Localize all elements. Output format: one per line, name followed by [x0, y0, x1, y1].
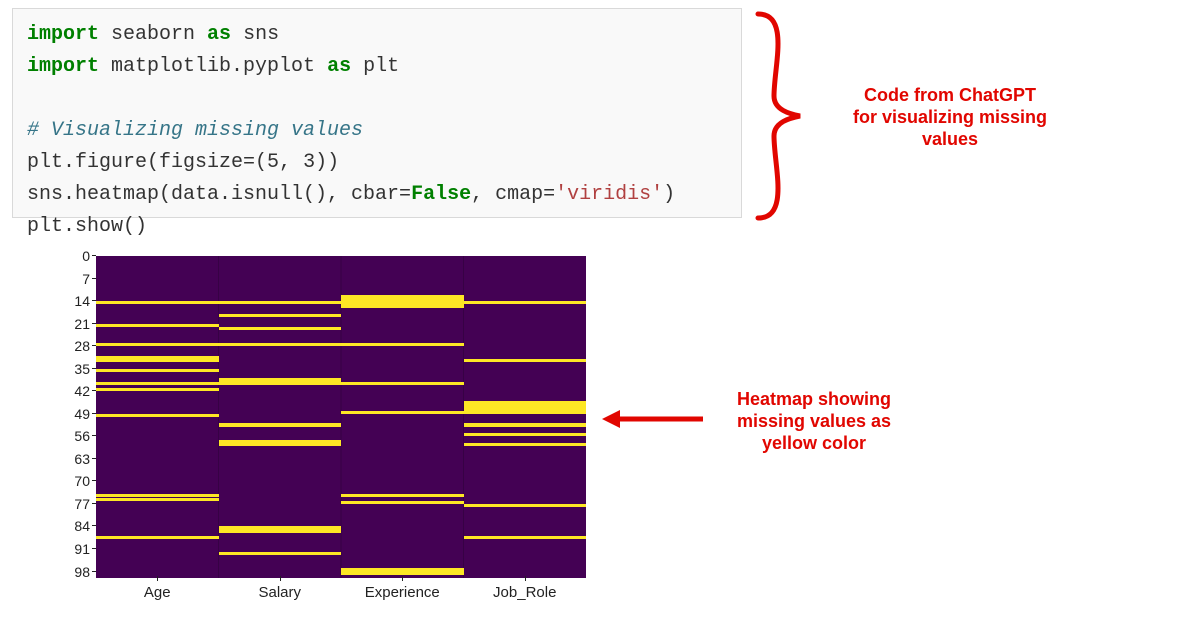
code-token: as [327, 55, 351, 78]
heatmap-missing-cell [96, 388, 219, 391]
heatmap-ytick: 63 [50, 452, 90, 466]
code-token: plt.show() [27, 215, 147, 238]
heatmap-plot-area [96, 256, 586, 578]
heatmap-missing-cell [96, 369, 219, 372]
heatmap-missing-cell [341, 301, 464, 307]
heatmap-missing-cell [96, 301, 219, 304]
heatmap-ytick: 56 [50, 429, 90, 443]
heatmap-missing-cell [96, 498, 219, 501]
heatmap-ytick: 28 [50, 339, 90, 353]
heatmap-missing-cell [219, 552, 342, 555]
heatmap-missing-cell [341, 572, 464, 575]
heatmap-missing-cell [464, 536, 587, 539]
code-token: import [27, 23, 99, 46]
heatmap-missing-cell [341, 494, 464, 497]
heatmap-missing-cell [219, 382, 342, 385]
heatmap-missing-cell [219, 314, 342, 317]
heatmap-missing-cell [96, 343, 219, 346]
heatmap-ytick: 14 [50, 294, 90, 308]
heatmap-missing-cell [464, 433, 587, 436]
code-token: ) [663, 183, 675, 206]
code-token: 3 [303, 151, 315, 174]
code-token: sns [231, 23, 279, 46]
heatmap-missing-cell [341, 411, 464, 414]
code-brace-icon [750, 6, 810, 231]
heatmap-missing-cell [96, 414, 219, 417]
heatmap-missing-cell [464, 504, 587, 507]
code-token: seaborn [99, 23, 207, 46]
code-token: plt [351, 55, 399, 78]
heatmap-ytick: 35 [50, 362, 90, 376]
heatmap-missing-cell [219, 423, 342, 426]
heatmap-annotation-text: Heatmap showingmissing values asyellow c… [714, 388, 914, 454]
heatmap-missing-cell [464, 301, 587, 304]
code-token: , cmap= [471, 183, 555, 206]
code-token: import [27, 55, 99, 78]
heatmap-missing-cell [219, 530, 342, 533]
heatmap-missing-cell [96, 359, 219, 362]
code-token: sns.heatmap(data.isnull(), cbar= [27, 183, 411, 206]
heatmap-arrow-icon [598, 404, 708, 439]
heatmap-missing-cell [341, 343, 464, 346]
heatmap-missing-cell [219, 443, 342, 446]
heatmap-missing-cell [219, 301, 342, 304]
heatmap-ytick: 0 [50, 249, 90, 263]
heatmap-missing-cell [464, 423, 587, 426]
heatmap-missing-cell [219, 343, 342, 346]
page: import seaborn as sns import matplotlib.… [0, 0, 1200, 630]
heatmap-missing-cell [96, 536, 219, 539]
heatmap-ytick: 49 [50, 407, 90, 421]
code-token: )) [315, 151, 339, 174]
heatmap-xtick: Age [96, 584, 219, 640]
code-token: 5 [267, 151, 279, 174]
heatmap-ytick: 7 [50, 272, 90, 286]
heatmap-missing-cell [341, 501, 464, 504]
code-cell: import seaborn as sns import matplotlib.… [12, 8, 742, 218]
heatmap-xtick: Experience [341, 584, 464, 640]
heatmap-xtick: Job_Role [464, 584, 587, 640]
heatmap-ytick: 84 [50, 519, 90, 533]
heatmap-missing-cell [219, 327, 342, 330]
heatmap-ytick: 98 [50, 565, 90, 579]
heatmap-missing-cell [96, 382, 219, 385]
heatmap-ytick: 21 [50, 317, 90, 331]
heatmap-ytick: 70 [50, 474, 90, 488]
heatmap-missing-cell [464, 407, 587, 413]
code-token: 'viridis' [555, 183, 663, 206]
heatmap-ytick: 77 [50, 497, 90, 511]
heatmap-missing-cell [464, 443, 587, 446]
code-token: plt.figure(figsize=( [27, 151, 267, 174]
code-annotation-text: Code from ChatGPTfor visualizing missing… [830, 84, 1070, 150]
heatmap-ytick: 91 [50, 542, 90, 556]
heatmap-missing-cell [464, 359, 587, 362]
code-token: matplotlib.pyplot [99, 55, 327, 78]
heatmap-missing-cell [341, 382, 464, 385]
heatmap-missing-cell [96, 324, 219, 327]
heatmap-ytick: 42 [50, 384, 90, 398]
code-token: as [207, 23, 231, 46]
code-token: # Visualizing missing values [27, 119, 363, 142]
heatmap-xtick: Salary [219, 584, 342, 640]
code-token: False [411, 183, 471, 206]
heatmap-chart: 0714212835424956637077849198 AgeSalaryEx… [50, 254, 590, 614]
code-token: , [279, 151, 303, 174]
